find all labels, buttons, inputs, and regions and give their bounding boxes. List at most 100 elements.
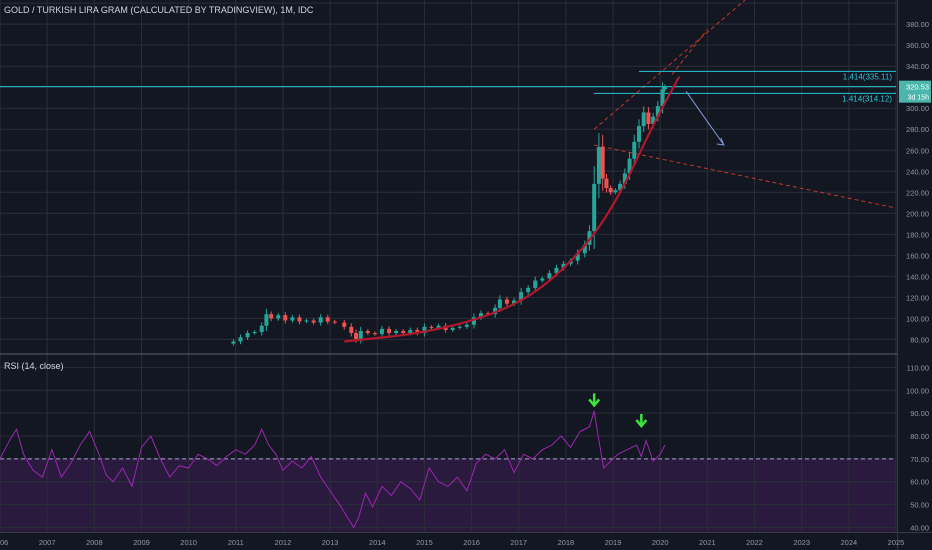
candle-body [264,314,269,326]
candle-body [651,116,656,124]
candle-body [592,183,597,232]
rsi-axis-tick-label: 70.00 [910,455,929,464]
candle-body [245,333,250,338]
down-arrow-icon [635,414,648,428]
price-axis-tick-label: 280.00 [906,125,929,134]
rsi-overbought-band [0,458,896,532]
candle-body [627,158,632,174]
candle-body [533,280,538,288]
candle-body [283,315,288,321]
candle-body [415,329,420,334]
fib-level-label: 1.414(314.12) [842,94,892,103]
candle-body [325,317,330,322]
candle-body [512,300,517,304]
rsi-axis-tick-label: 80.00 [910,432,929,441]
projection-arrow-head [716,137,725,146]
candle-body [561,263,566,268]
price-axis-tick-label: 380.00 [906,20,929,29]
candle-body [632,141,637,159]
rsi-axis-tick-label: 60.00 [910,478,929,487]
time-axis-tick-label: 2013 [322,538,339,547]
candle-body [519,292,524,301]
candle-body [608,188,613,193]
time-axis-tick-label: 2019 [605,538,622,547]
price-axis-tick-label: 360.00 [906,41,929,50]
time-axis-tick-label: 2007 [39,538,56,547]
candle-body [372,333,377,335]
candle-body [436,325,441,328]
price-axis-tick-label: 80.00 [910,335,929,344]
last-price-countdown: 3d 15h [908,95,930,102]
candle-body [422,326,427,334]
rsi-axis-tick-label: 40.00 [910,523,929,532]
candle-body [662,86,667,90]
time-axis-tick-label: 2010 [180,538,197,547]
candle-body [358,330,363,340]
candle-body [387,328,392,334]
price-axis-tick-label: 220.00 [906,188,929,197]
time-axis-tick-label: 2015 [416,538,433,547]
price-axis-tick-label: 180.00 [906,230,929,239]
time-axis-tick-label: 2024 [840,538,857,547]
candle-body [311,320,316,323]
candle-body [297,317,302,322]
time-axis-tick-label: 2011 [228,538,244,547]
candle-body [504,299,509,304]
candle-body [252,332,257,334]
price-axis-tick-label: 160.00 [906,251,929,260]
candle-body [259,325,264,333]
candle-body [554,267,559,274]
candle-body [641,112,646,127]
candle-body [618,183,623,191]
candle-body [464,324,469,327]
candle-body [457,326,462,328]
down-arrow-icon [588,393,601,408]
time-axis-tick-label: 2012 [275,538,292,547]
candle-body [471,317,476,325]
candle-body [238,337,243,342]
candle-body [660,89,665,107]
price-axis-tick-label: 260.00 [906,146,929,155]
candle-body [394,330,399,334]
price-axis-tick-label: 200.00 [906,209,929,218]
rsi-axis-tick-label: 110.00 [907,363,929,372]
rsi-axis-tick-label: 100.00 [906,386,929,395]
projection-arrow-line [685,91,725,146]
candle-body [231,341,236,344]
candle-body [547,273,552,279]
candle-body [604,178,609,189]
last-price-value: 320.53 [906,83,929,92]
candle-body [646,112,651,124]
price-axis-tick-label: 140.00 [906,272,929,281]
candle-body [582,244,587,254]
candle-body [636,126,641,142]
time-axis-tick-label: 2023 [793,538,810,547]
candle-body [304,320,309,322]
rsi-label: RSI (14, close) [4,361,64,371]
rsi-axis-tick-label: 90.00 [910,409,929,418]
time-axis-tick-label: 2021 [699,538,716,547]
time-axis-tick-label: 2020 [652,538,669,547]
candle-body [497,299,502,308]
rsi-line [0,410,666,529]
candle-body [622,173,627,184]
candle-body [600,147,605,179]
candle-body [354,333,359,340]
candle-body [575,253,580,261]
parabolic-trend-curve [344,76,681,343]
dashed-channel-lower [594,144,897,209]
candle-body [342,322,347,327]
candle-body [486,313,491,315]
fib-level-label: 1.414(335.11) [843,72,893,81]
time-axis-tick-label: 2006 [0,538,8,547]
candle-body [450,327,455,330]
candle-body [429,326,434,328]
time-axis-tick-label: 2016 [463,538,480,547]
symbol-title: GOLD / TURKISH LIRA GRAM (CALCULATED BY … [4,5,314,15]
candle-body [332,321,337,323]
candle-body [493,307,498,315]
price-axis-tick-label: 240.00 [906,167,929,176]
